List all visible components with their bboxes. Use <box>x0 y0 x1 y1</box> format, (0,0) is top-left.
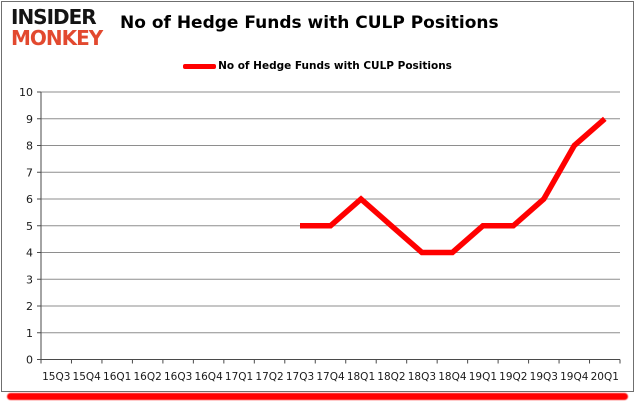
y-tick-label: 2 <box>26 300 33 313</box>
legend-label: No of Hedge Funds with CULP Positions <box>218 60 452 72</box>
legend-line-swatch <box>183 63 217 69</box>
y-tick-label: 5 <box>26 220 33 233</box>
y-tick-label: 8 <box>26 140 33 153</box>
x-tick-label: 18Q3 <box>408 371 436 383</box>
x-tick-label: 15Q4 <box>73 371 102 383</box>
insider-monkey-logo: INSIDER MONKEY <box>11 5 103 50</box>
x-tick-label: 17Q2 <box>255 371 283 383</box>
y-tick-label: 4 <box>26 247 33 260</box>
x-tick-label: 16Q4 <box>194 371 223 383</box>
bottom-accent-bar <box>7 393 628 400</box>
y-tick-label: 10 <box>19 86 33 99</box>
x-tick-label: 16Q3 <box>164 371 192 383</box>
y-tick-label: 1 <box>26 327 33 340</box>
legend: No of Hedge Funds with CULP Positions <box>2 59 633 73</box>
chart-card: INSIDER MONKEY No of Hedge Funds with CU… <box>1 1 634 392</box>
x-tick-label: 16Q2 <box>134 371 162 383</box>
data-series-line <box>300 116 607 256</box>
x-tick-label: 17Q4 <box>316 371 345 383</box>
x-tick-label: 17Q1 <box>225 371 253 383</box>
x-tick-label: 17Q3 <box>286 371 314 383</box>
y-tick-label: 0 <box>26 354 33 367</box>
x-tick-label: 18Q4 <box>438 371 467 383</box>
x-tick-label: 19Q2 <box>499 371 527 383</box>
logo-insider-text: INSIDER <box>11 5 97 29</box>
x-tick-label: 19Q3 <box>530 371 558 383</box>
x-tick-label: 15Q3 <box>42 371 70 383</box>
x-tick-label: 16Q1 <box>103 371 131 383</box>
x-tick-label: 20Q1 <box>591 371 619 383</box>
y-tick-label: 6 <box>26 193 33 206</box>
y-tick-label: 9 <box>26 113 33 126</box>
x-tick-label: 18Q2 <box>377 371 405 383</box>
x-tick-label: 18Q1 <box>347 371 375 383</box>
chart-title: No of Hedge Funds with CULP Positions <box>120 13 499 33</box>
x-tick-label: 19Q1 <box>469 371 497 383</box>
logo-monkey-text: MONKEY <box>11 26 103 50</box>
x-tick-label: 19Q4 <box>560 371 589 383</box>
y-tick-label: 7 <box>26 166 33 179</box>
line-chart: 0 1 2 3 4 5 6 7 8 9 10 15Q3 15Q4 16Q1 16Q2 16Q3 16Q4 17Q1… <box>19 86 621 383</box>
y-tick-label: 3 <box>26 273 33 286</box>
